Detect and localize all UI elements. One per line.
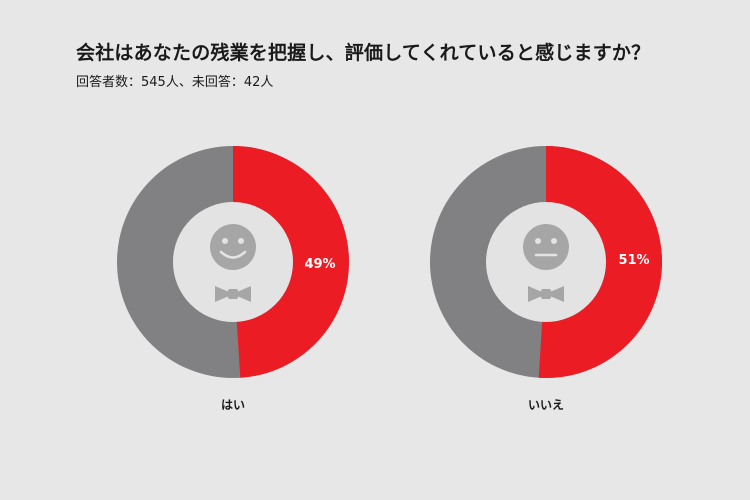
bow-tie-icon: [528, 286, 564, 302]
category-label-yes: はい: [220, 398, 246, 412]
smiling-face-icon: [210, 224, 256, 270]
neutral-face-icon: [523, 224, 569, 270]
slice-value-label-no: 51%: [618, 253, 649, 268]
donut-chart-no: 51%: [430, 146, 663, 378]
donut-chart-yes: 49%: [117, 146, 349, 378]
category-label-no: いいえ: [527, 398, 565, 412]
respondent-count: 回答者数：545人、未回答：42人: [76, 75, 274, 90]
slice-value-label-yes: 49%: [304, 257, 335, 272]
chart-title: 会社はあなたの残業を把握し、評価してくれていると感じますか？: [76, 42, 651, 64]
bow-tie-icon: [215, 286, 251, 302]
